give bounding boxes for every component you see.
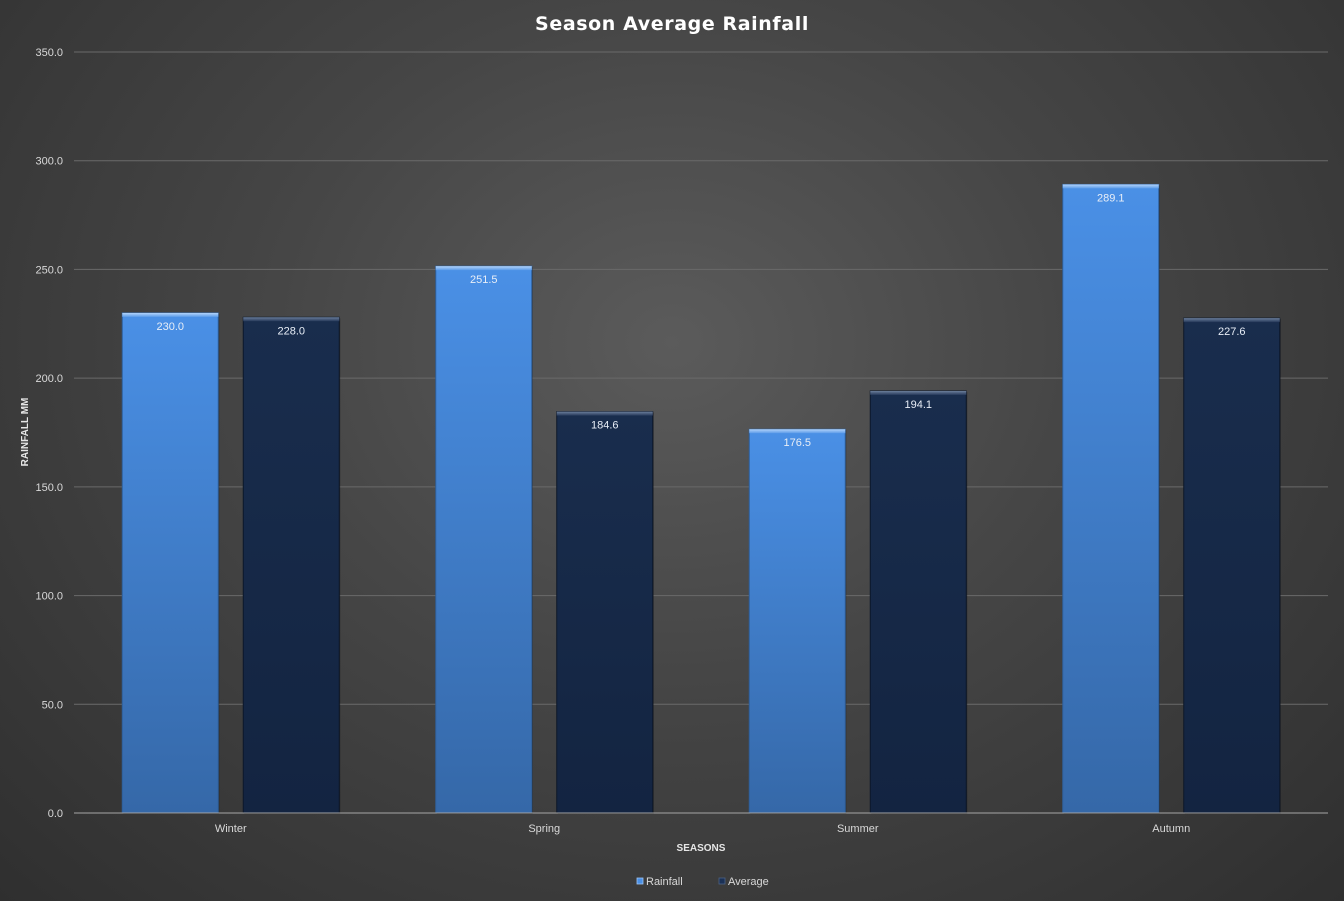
bar-average-summer <box>869 390 967 814</box>
y-tick-label: 100.0 <box>35 591 63 603</box>
bar-bevel <box>1062 184 1159 189</box>
legend: Rainfall Average <box>636 876 769 888</box>
x-category-label: Winter <box>215 823 247 835</box>
x-category-label: Autumn <box>1152 823 1190 835</box>
bar-bevel <box>435 266 532 271</box>
data-label: 194.1 <box>904 399 932 411</box>
data-label: 251.5 <box>470 274 498 286</box>
data-label: 228.0 <box>277 325 305 337</box>
bar-bevel <box>1183 318 1280 323</box>
y-tick-label: 200.0 <box>35 373 63 385</box>
y-axis-title: RAINFALL MM <box>20 398 31 467</box>
data-label: 227.6 <box>1218 326 1246 338</box>
y-tick-label: 300.0 <box>35 156 63 168</box>
bar-bevel <box>556 411 653 416</box>
y-tick-label: 50.0 <box>42 699 63 711</box>
x-category-label: Summer <box>837 823 879 835</box>
bar-average-winter <box>242 316 340 814</box>
legend-label: Rainfall <box>646 876 683 888</box>
bar-rainfall-winter <box>121 312 219 814</box>
data-labels: 230.0 228.0 251.5 184.6 176.5 194.1 289.1 227.6 <box>156 192 1245 449</box>
y-tick-label: 0.0 <box>48 808 63 820</box>
bar-bevel <box>870 390 967 395</box>
bar-rainfall-summer <box>748 428 846 814</box>
bar-bevel <box>749 429 846 434</box>
bar-average-autumn <box>1183 317 1281 814</box>
chart-title: Season Average Rainfall <box>535 13 809 35</box>
bars <box>121 183 1281 815</box>
y-tick-label: 250.0 <box>35 264 63 276</box>
y-tick-label: 150.0 <box>35 482 63 494</box>
data-label: 289.1 <box>1097 192 1125 204</box>
y-tick-label: 350.0 <box>35 47 63 59</box>
y-axis-ticks: 0.0 50.0 100.0 150.0 200.0 250.0 300.0 350.0 <box>35 47 63 820</box>
data-label: 230.0 <box>156 321 184 333</box>
bar-rainfall-autumn <box>1062 183 1160 814</box>
data-label: 184.6 <box>591 420 619 432</box>
bar-average-spring <box>556 411 654 814</box>
x-axis-categories: Winter Spring Summer Autumn <box>215 823 1190 835</box>
x-axis-title: SEASONS <box>677 843 726 854</box>
x-category-label: Spring <box>528 823 560 835</box>
bar-rainfall-spring <box>435 265 533 814</box>
data-label: 176.5 <box>783 437 811 449</box>
legend-swatch-rainfall <box>636 877 644 885</box>
bar-bevel <box>122 312 219 317</box>
legend-swatch-average <box>718 877 726 885</box>
bar-bevel <box>243 317 340 322</box>
legend-label: Average <box>728 876 769 888</box>
